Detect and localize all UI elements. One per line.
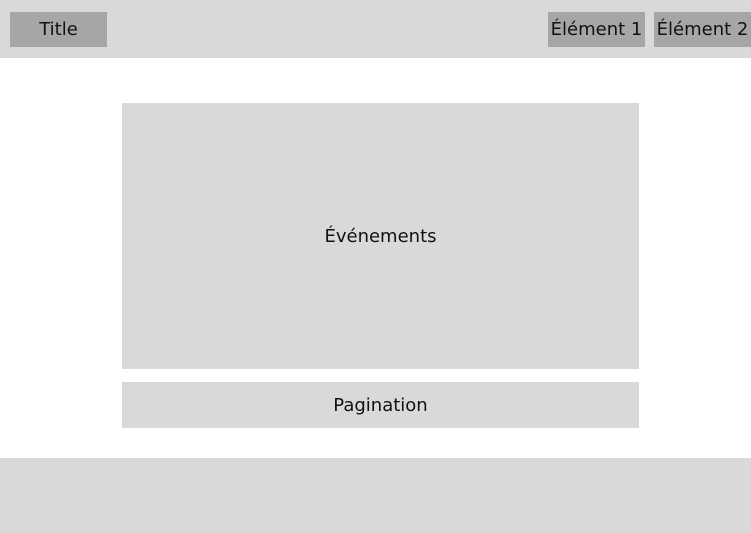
pagination-label: Pagination xyxy=(333,394,428,416)
footer-bar xyxy=(0,458,751,533)
nav-item-element-1[interactable]: Élément 1 xyxy=(548,12,645,47)
page-title[interactable]: Title xyxy=(10,12,107,47)
events-panel: Événements xyxy=(122,103,639,369)
header-bar: Title Élément 1 Élément 2 xyxy=(0,0,751,58)
pagination-bar[interactable]: Pagination xyxy=(122,382,639,428)
events-label: Événements xyxy=(324,225,437,247)
nav-item-element-2[interactable]: Élément 2 xyxy=(654,12,751,47)
